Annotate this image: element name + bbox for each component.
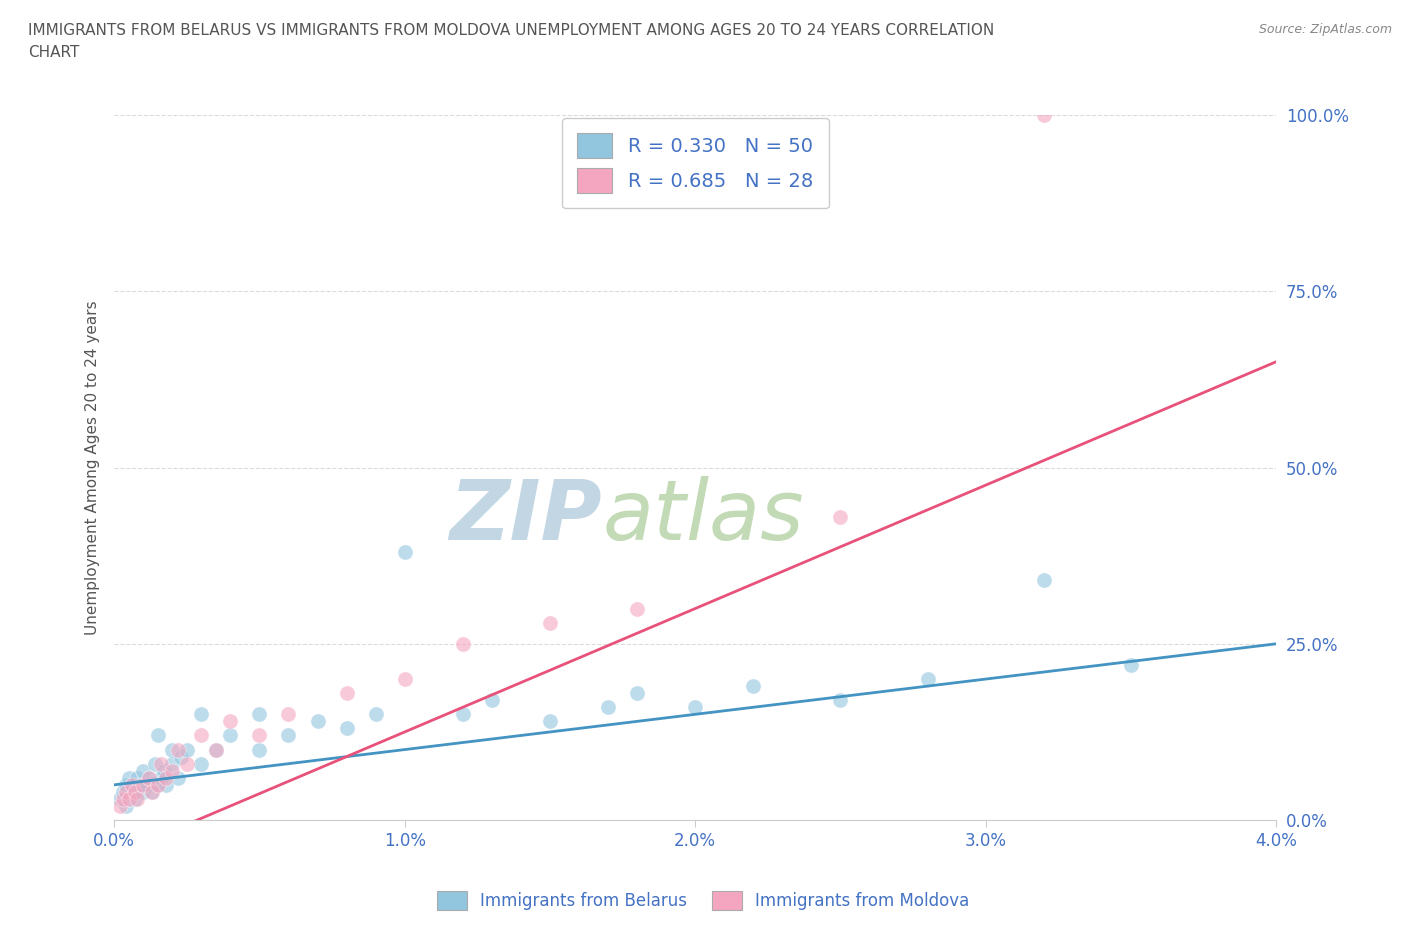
Point xyxy=(1032,573,1054,588)
Point xyxy=(124,784,146,799)
Point xyxy=(132,777,155,792)
Point xyxy=(176,742,198,757)
Point xyxy=(121,784,143,799)
Point xyxy=(129,777,152,792)
Text: IMMIGRANTS FROM BELARUS VS IMMIGRANTS FROM MOLDOVA UNEMPLOYMENT AMONG AGES 20 TO: IMMIGRANTS FROM BELARUS VS IMMIGRANTS FR… xyxy=(28,23,994,38)
Point xyxy=(170,750,193,764)
Point xyxy=(138,770,160,785)
Point xyxy=(146,777,169,792)
Point xyxy=(111,784,134,799)
Point xyxy=(481,693,503,708)
Point xyxy=(830,510,852,525)
Point xyxy=(127,791,149,806)
Text: atlas: atlas xyxy=(602,476,804,557)
Text: CHART: CHART xyxy=(28,45,80,60)
Point xyxy=(917,671,939,686)
Point xyxy=(190,707,212,722)
Point xyxy=(152,764,174,778)
Point xyxy=(538,616,561,631)
Point xyxy=(146,777,169,792)
Point xyxy=(135,777,157,792)
Point xyxy=(141,784,163,799)
Point xyxy=(127,784,149,799)
Point xyxy=(138,770,160,785)
Point xyxy=(394,671,416,686)
Point xyxy=(162,756,184,771)
Point xyxy=(190,756,212,771)
Point xyxy=(1119,658,1142,672)
Text: ZIP: ZIP xyxy=(450,476,602,557)
Point xyxy=(114,799,136,814)
Point xyxy=(249,742,271,757)
Point xyxy=(249,707,271,722)
Point xyxy=(205,742,228,757)
Point xyxy=(219,728,242,743)
Point xyxy=(132,784,155,799)
Point xyxy=(335,685,357,700)
Point xyxy=(626,601,648,616)
Point xyxy=(335,721,357,736)
Point xyxy=(394,545,416,560)
Point xyxy=(141,784,163,799)
Point xyxy=(127,770,149,785)
Point xyxy=(143,756,166,771)
Point xyxy=(167,742,190,757)
Legend: R = 0.330   N = 50, R = 0.685   N = 28: R = 0.330 N = 50, R = 0.685 N = 28 xyxy=(561,118,828,208)
Point xyxy=(219,714,242,729)
Point xyxy=(626,685,648,700)
Point xyxy=(249,728,271,743)
Point xyxy=(132,764,155,778)
Point xyxy=(451,636,474,651)
Point xyxy=(742,679,765,694)
Point xyxy=(162,764,184,778)
Point xyxy=(114,784,136,799)
Y-axis label: Unemployment Among Ages 20 to 24 years: Unemployment Among Ages 20 to 24 years xyxy=(86,300,100,635)
Point xyxy=(190,728,212,743)
Point xyxy=(307,714,329,729)
Point xyxy=(538,714,561,729)
Point xyxy=(149,756,172,771)
Point xyxy=(118,770,141,785)
Point xyxy=(277,728,299,743)
Point xyxy=(121,777,143,792)
Point xyxy=(146,728,169,743)
Point xyxy=(121,777,143,792)
Point xyxy=(277,707,299,722)
Point xyxy=(149,770,172,785)
Point xyxy=(830,693,852,708)
Point xyxy=(108,799,131,814)
Point xyxy=(205,742,228,757)
Point xyxy=(683,700,706,715)
Point xyxy=(114,777,136,792)
Point xyxy=(596,700,619,715)
Point xyxy=(167,770,190,785)
Point xyxy=(162,742,184,757)
Point xyxy=(118,791,141,806)
Point xyxy=(111,791,134,806)
Point xyxy=(1032,108,1054,123)
Point xyxy=(155,770,177,785)
Legend: Immigrants from Belarus, Immigrants from Moldova: Immigrants from Belarus, Immigrants from… xyxy=(430,884,976,917)
Point xyxy=(155,777,177,792)
Point xyxy=(124,791,146,806)
Point xyxy=(108,791,131,806)
Point xyxy=(451,707,474,722)
Text: Source: ZipAtlas.com: Source: ZipAtlas.com xyxy=(1258,23,1392,36)
Point xyxy=(364,707,387,722)
Point xyxy=(118,791,141,806)
Point xyxy=(176,756,198,771)
